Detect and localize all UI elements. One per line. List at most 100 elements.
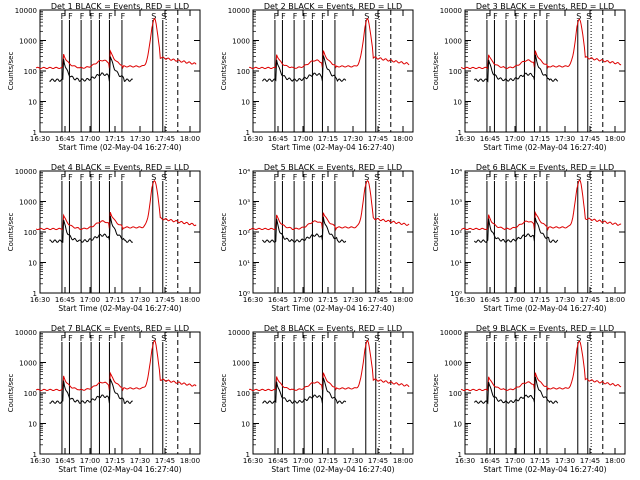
x-tick-label: 16:45 xyxy=(55,296,75,304)
marker-label: S xyxy=(374,173,379,182)
marker-label: S xyxy=(576,334,581,343)
x-tick-label: 18:00 xyxy=(180,457,200,465)
panel-title: Det 4 BLACK = Events, RED = LLD xyxy=(51,163,189,172)
panel-title: Det 3 BLACK = Events, RED = LLD xyxy=(476,2,614,11)
marker-label: F xyxy=(293,12,298,21)
panel-det-5: Det 5 BLACK = Events, RED = LLD 10⁰ 10¹ 10²… xyxy=(220,163,414,313)
y-tick-label: 10 xyxy=(241,99,250,107)
x-tick-label: 17:30 xyxy=(343,135,363,143)
marker-label: F xyxy=(505,334,510,343)
marker-label: F xyxy=(98,334,103,343)
x-tick-label: 17:15 xyxy=(105,457,125,465)
x-tick-label: 17:15 xyxy=(530,135,550,143)
marker-label: F xyxy=(68,334,73,343)
x-axis-label: Start Time (02-May-04 16:27:40) xyxy=(483,465,606,474)
plot-frame xyxy=(252,9,414,133)
marker-label: F xyxy=(293,173,298,182)
y-tick-label: 10² xyxy=(238,229,250,237)
y-tick-label: 100 xyxy=(237,68,250,76)
y-axis-label: Counts/sec xyxy=(432,52,440,91)
x-tick-label: 17:45 xyxy=(580,296,600,304)
y-tick-label: 10000 xyxy=(15,7,37,15)
series-events xyxy=(49,378,133,404)
x-tick-label: 16:45 xyxy=(268,296,288,304)
marker-label: S xyxy=(161,334,166,343)
marker-label: F xyxy=(98,173,103,182)
x-tick-label: 17:15 xyxy=(530,296,550,304)
y-tick-label: 10⁰ xyxy=(450,290,462,298)
x-tick-label: 16:45 xyxy=(480,457,500,465)
marker-label: F xyxy=(90,334,95,343)
marker-label: F xyxy=(274,173,279,182)
marker-label: S xyxy=(151,12,156,21)
x-tick-label: 16:30 xyxy=(243,457,263,465)
marker-label: F xyxy=(80,173,85,182)
marker-label: S xyxy=(364,334,369,343)
y-tick-label: 10000 xyxy=(440,329,462,337)
y-tick-label: 10 xyxy=(28,99,37,107)
marker-label: F xyxy=(486,12,491,21)
panel-det-4: Det 4 BLACK = Events, RED = LLD 1 10 100 100… xyxy=(7,163,201,313)
series-lld xyxy=(248,179,410,231)
y-axis-label: Counts/sec xyxy=(7,52,15,91)
y-tick-label: 1000 xyxy=(19,38,37,46)
marker-label: F xyxy=(334,12,339,21)
marker-label: F xyxy=(108,334,113,343)
x-tick-label: 17:30 xyxy=(343,457,363,465)
panel-title: Det 2 BLACK = Events, RED = LLD xyxy=(264,2,402,11)
y-axis-label: Counts/sec xyxy=(432,374,440,413)
x-tick-label: 17:30 xyxy=(555,457,575,465)
y-tick-label: 10 xyxy=(241,421,250,429)
marker-label: S xyxy=(161,12,166,21)
y-axis-label: Counts/sec xyxy=(7,374,15,413)
x-tick-label: 16:30 xyxy=(243,135,263,143)
x-tick-label: 17:15 xyxy=(318,457,338,465)
y-tick-label: 10 xyxy=(453,421,462,429)
x-tick-label: 16:45 xyxy=(55,457,75,465)
series-events xyxy=(262,216,347,243)
series-lld xyxy=(460,340,622,392)
x-tick-label: 17:15 xyxy=(318,135,338,143)
marker-label: F xyxy=(281,173,286,182)
marker-label: S xyxy=(586,334,591,343)
x-tick-label: 18:00 xyxy=(605,457,625,465)
plot-frame xyxy=(464,9,626,133)
series-events xyxy=(474,217,559,243)
marker-label: F xyxy=(80,12,85,21)
panel-title: Det 8 BLACK = Events, RED = LLD xyxy=(264,324,402,333)
x-tick-label: 16:30 xyxy=(455,457,475,465)
y-tick-label: 1 xyxy=(246,129,250,137)
panel-det-3: Det 3 BLACK = Events, RED = LLD 1 10 100 100… xyxy=(432,2,626,152)
y-tick-label: 10⁴ xyxy=(450,168,462,176)
y-tick-label: 10000 xyxy=(15,329,37,337)
marker-label: F xyxy=(311,173,316,182)
marker-label: F xyxy=(121,12,126,21)
marker-label: F xyxy=(98,12,103,21)
y-axis-label: Counts/sec xyxy=(432,213,440,252)
marker-label: S xyxy=(151,173,156,182)
plot-frame xyxy=(39,170,201,294)
y-tick-label: 100 xyxy=(24,68,37,76)
marker-label: F xyxy=(311,334,316,343)
marker-label: F xyxy=(108,12,113,21)
x-tick-label: 18:00 xyxy=(393,457,413,465)
panel-det-1: Det 1 BLACK = Events, RED = LLD 1 10 100 100… xyxy=(7,2,201,152)
marker-label: F xyxy=(334,173,339,182)
x-tick-label: 17:00 xyxy=(293,457,313,465)
series-lld xyxy=(248,339,410,392)
x-tick-label: 16:30 xyxy=(455,135,475,143)
marker-label: F xyxy=(303,334,308,343)
x-tick-label: 17:45 xyxy=(368,135,388,143)
y-tick-label: 10² xyxy=(450,229,462,237)
y-tick-label: 10¹ xyxy=(238,260,250,268)
panel-det-8: Det 8 BLACK = Events, RED = LLD 1 10 100 100… xyxy=(220,324,414,474)
x-tick-label: 17:45 xyxy=(580,457,600,465)
x-tick-label: 16:45 xyxy=(268,135,288,143)
marker-label: F xyxy=(493,334,498,343)
x-axis-label: Start Time (02-May-04 16:27:40) xyxy=(58,465,181,474)
x-tick-label: 18:00 xyxy=(605,296,625,304)
marker-label: F xyxy=(523,334,528,343)
y-tick-label: 10 xyxy=(28,421,37,429)
marker-label: F xyxy=(515,12,520,21)
